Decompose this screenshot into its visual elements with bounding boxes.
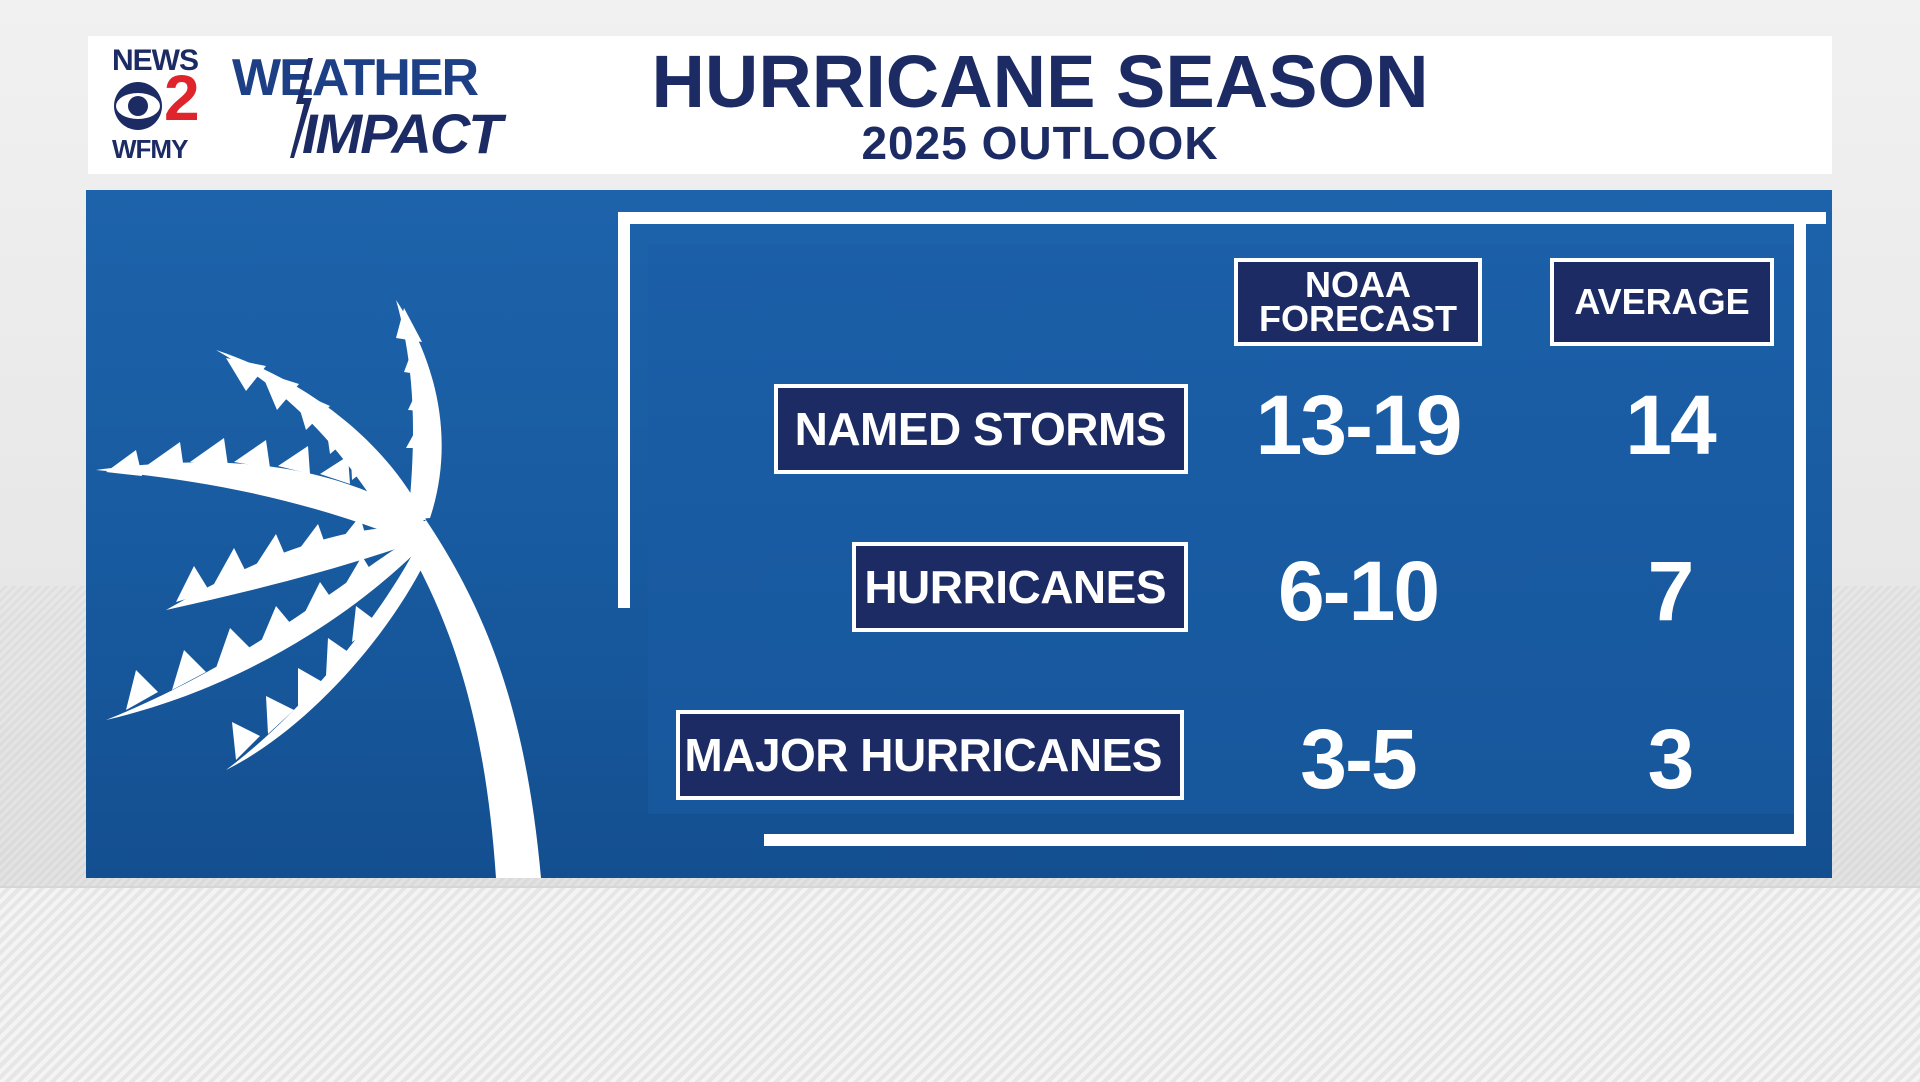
value-noaa-major-hurricanes: 3-5 — [1300, 712, 1417, 806]
header-bar — [88, 36, 1832, 174]
row-label-named-storms: NAMED STORMS — [774, 384, 1188, 474]
background-bottom — [0, 886, 1920, 1082]
logo-station-text: WFMY — [112, 134, 188, 164]
column-header-average: AVERAGE — [1550, 258, 1774, 346]
logo-weather-text: WEATHER — [232, 49, 479, 107]
frame-top-border — [618, 212, 1826, 224]
logo-news-text: NEWS — [112, 44, 199, 77]
frame-bottom-border — [764, 834, 1806, 846]
lightning-bolt-icon — [290, 58, 313, 158]
column-header-noaa-forecast: NOAA FORECAST — [1234, 258, 1482, 346]
value-average-hurricanes: 7 — [1647, 544, 1695, 638]
palm-tree-icon — [96, 300, 541, 878]
logo-impact-text: IMPACT — [302, 102, 502, 165]
page-subtitle: 2025 OUTLOOK — [861, 117, 1219, 169]
logo-channel-number: 2 — [164, 62, 200, 134]
frame-left-border — [618, 212, 630, 608]
value-average-major-hurricanes: 3 — [1647, 712, 1695, 806]
frame-right-border — [1794, 212, 1806, 846]
column-header-noaa-line1: NOAA — [1305, 264, 1411, 305]
value-average-named-storms: 14 — [1625, 378, 1716, 472]
row-label-major-hurricanes: MAJOR HURRICANES — [676, 710, 1184, 800]
page-title: HURRICANE SEASON — [651, 40, 1429, 123]
value-noaa-hurricanes: 6-10 — [1277, 544, 1440, 638]
cbs-eye-icon — [114, 82, 162, 130]
row-label-hurricanes: HURRICANES — [852, 542, 1188, 632]
value-noaa-named-storms: 13-19 — [1255, 378, 1463, 472]
column-header-noaa-line2: FORECAST — [1259, 298, 1457, 339]
